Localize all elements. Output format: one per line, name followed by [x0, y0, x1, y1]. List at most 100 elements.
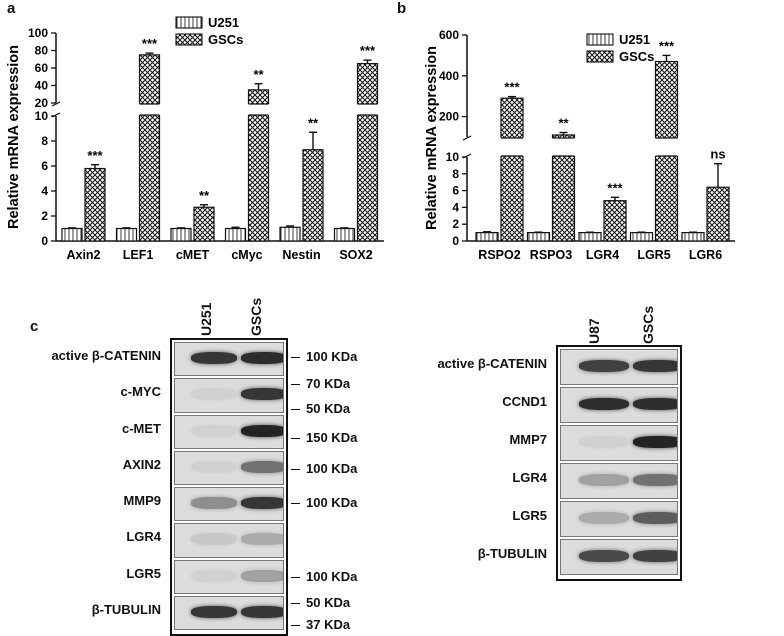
significance-label: ***: [504, 80, 520, 95]
y-tick-label-upper: 100: [28, 26, 48, 40]
significance-label: ***: [659, 38, 675, 53]
significance-label: ***: [87, 148, 103, 163]
blot-strip: [174, 342, 284, 377]
x-tick-label: Axin2: [66, 248, 100, 262]
blot-strip: [560, 387, 678, 423]
bar-u251: [526, 232, 551, 242]
significance-label: ***: [607, 180, 623, 195]
protein-band: [241, 460, 283, 473]
protein-band: [633, 436, 677, 448]
legend-swatch: [175, 16, 203, 29]
y-tick-label-lower: 8: [41, 134, 48, 148]
protein-band: [241, 424, 283, 437]
bar-u251: [681, 232, 705, 242]
blot-frame: [556, 345, 682, 581]
blot-strip: [560, 539, 678, 575]
significance-label: **: [199, 188, 210, 203]
protein-band: [191, 533, 237, 546]
significance-label: **: [308, 115, 319, 130]
protein-band: [191, 569, 237, 582]
mw-marker-tick: [291, 625, 300, 626]
protein-band: [241, 569, 283, 582]
x-tick-label: RSPO2: [478, 248, 520, 262]
y-tick-label-lower: 6: [41, 159, 48, 173]
protein-label: active β-CATENIN: [51, 348, 161, 364]
y-axis-label: Relative mRNA expression: [6, 45, 22, 229]
protein-band: [241, 605, 283, 618]
bar-break-gap: [246, 104, 271, 115]
mw-marker-label: 37 KDa: [306, 617, 351, 632]
mw-marker-label: 50 KDa: [306, 595, 351, 610]
significance-label: **: [253, 67, 264, 82]
y-tick-label-upper: 400: [439, 69, 459, 83]
x-tick-label: SOX2: [339, 248, 372, 262]
bar-gscs: [84, 167, 106, 242]
blot-frame: [170, 338, 288, 636]
legend-swatch: [175, 33, 203, 46]
bar-u251: [279, 226, 301, 242]
y-tick-label-lower: 6: [452, 184, 459, 198]
bar-gscs: [138, 54, 161, 242]
significance-label: ***: [360, 43, 376, 58]
bar-gscs: [193, 206, 215, 242]
bar-gscs: [603, 200, 627, 242]
mw-marker-label: 150 KDa: [306, 430, 358, 445]
significance-label: ***: [142, 36, 158, 51]
axis-break-mark: [51, 101, 61, 107]
panel-a-letter: a: [7, 0, 16, 17]
protein-band: [579, 436, 629, 448]
mw-marker-tick: [291, 384, 300, 385]
protein-label: LGR4: [126, 529, 161, 545]
blot-strip: [560, 425, 678, 461]
bar-u251: [475, 232, 499, 242]
blot-strip: [174, 414, 284, 449]
protein-band: [633, 550, 677, 562]
y-tick-label-upper: 200: [439, 110, 459, 124]
bar-break-gap: [355, 104, 380, 115]
bar-u251: [333, 227, 356, 242]
blot-strip: [560, 349, 678, 385]
y-tick-label-upper: 60: [35, 61, 49, 75]
protein-label: AXIN2: [122, 456, 161, 472]
blot-strip: [174, 378, 284, 413]
bar-break-gap: [550, 138, 577, 156]
blot-strip: [174, 559, 284, 594]
y-tick-label-lower: 10: [446, 150, 460, 164]
y-tick-label-lower: 0: [452, 234, 459, 248]
protein-band: [241, 533, 283, 546]
protein-band: [191, 460, 237, 473]
mw-marker-label: 100 KDa: [306, 569, 358, 584]
protein-band: [191, 352, 237, 365]
x-tick-label: RSPO3: [530, 248, 572, 262]
mw-marker-label: 70 KDa: [306, 376, 351, 391]
bar-u251: [170, 227, 192, 242]
protein-band: [579, 512, 629, 524]
bar-u251: [629, 232, 654, 242]
y-tick-label-lower: 0: [41, 234, 48, 248]
mw-marker-tick: [291, 357, 300, 358]
protein-band: [241, 388, 283, 401]
protein-label: c-MET: [122, 420, 161, 436]
x-tick-label: cMyc: [231, 248, 262, 262]
protein-band: [633, 512, 677, 524]
protein-band: [633, 474, 677, 486]
protein-label: MMP7: [509, 432, 547, 447]
bar-u251: [578, 232, 602, 242]
significance-label: ns: [710, 147, 725, 162]
y-tick-label-lower: 4: [41, 184, 48, 198]
lane-header: U87: [586, 318, 602, 344]
protein-label: β-TUBULIN: [91, 601, 161, 617]
bar-break-gap: [137, 104, 162, 115]
protein-band: [579, 398, 629, 410]
protein-label: LGR5: [126, 565, 161, 581]
y-tick-label-lower: 10: [35, 109, 49, 123]
legend-label: GSCs: [208, 32, 243, 47]
legend-label: U251: [619, 32, 650, 47]
x-tick-label: Nestin: [282, 248, 320, 262]
bar-gscs: [302, 149, 324, 242]
panel-b-bar-chart: 0 2 4 6 8 10 200 400 600 Relative mRNA expression…: [424, 28, 735, 262]
lane-header: GSCs: [248, 297, 264, 336]
protein-label: MMP9: [123, 493, 161, 509]
protein-band: [579, 360, 629, 372]
